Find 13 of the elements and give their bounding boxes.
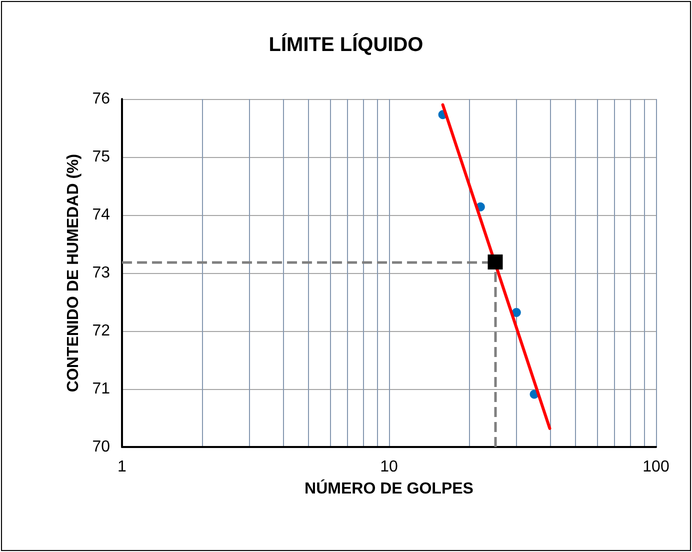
x-tick-label: 10 xyxy=(380,458,398,476)
x-axis-title: NÚMERO DE GOLPES xyxy=(304,478,474,498)
x-tick-label: 100 xyxy=(642,458,670,476)
y-axis-title: CONTENIDO DE HUMEDAD (%) xyxy=(64,154,82,392)
y-tick-label: 76 xyxy=(92,90,110,108)
y-tick-label: 71 xyxy=(92,380,110,398)
y-tick-label: 70 xyxy=(92,438,110,456)
y-tick-label: 72 xyxy=(92,322,110,340)
y-tick-label: 74 xyxy=(92,206,110,224)
y-tick-label: 73 xyxy=(92,264,110,282)
chart-title: LÍMITE LÍQUIDO xyxy=(268,33,424,56)
x-tick-label: 1 xyxy=(118,458,127,476)
y-tick-label: 75 xyxy=(92,148,110,166)
